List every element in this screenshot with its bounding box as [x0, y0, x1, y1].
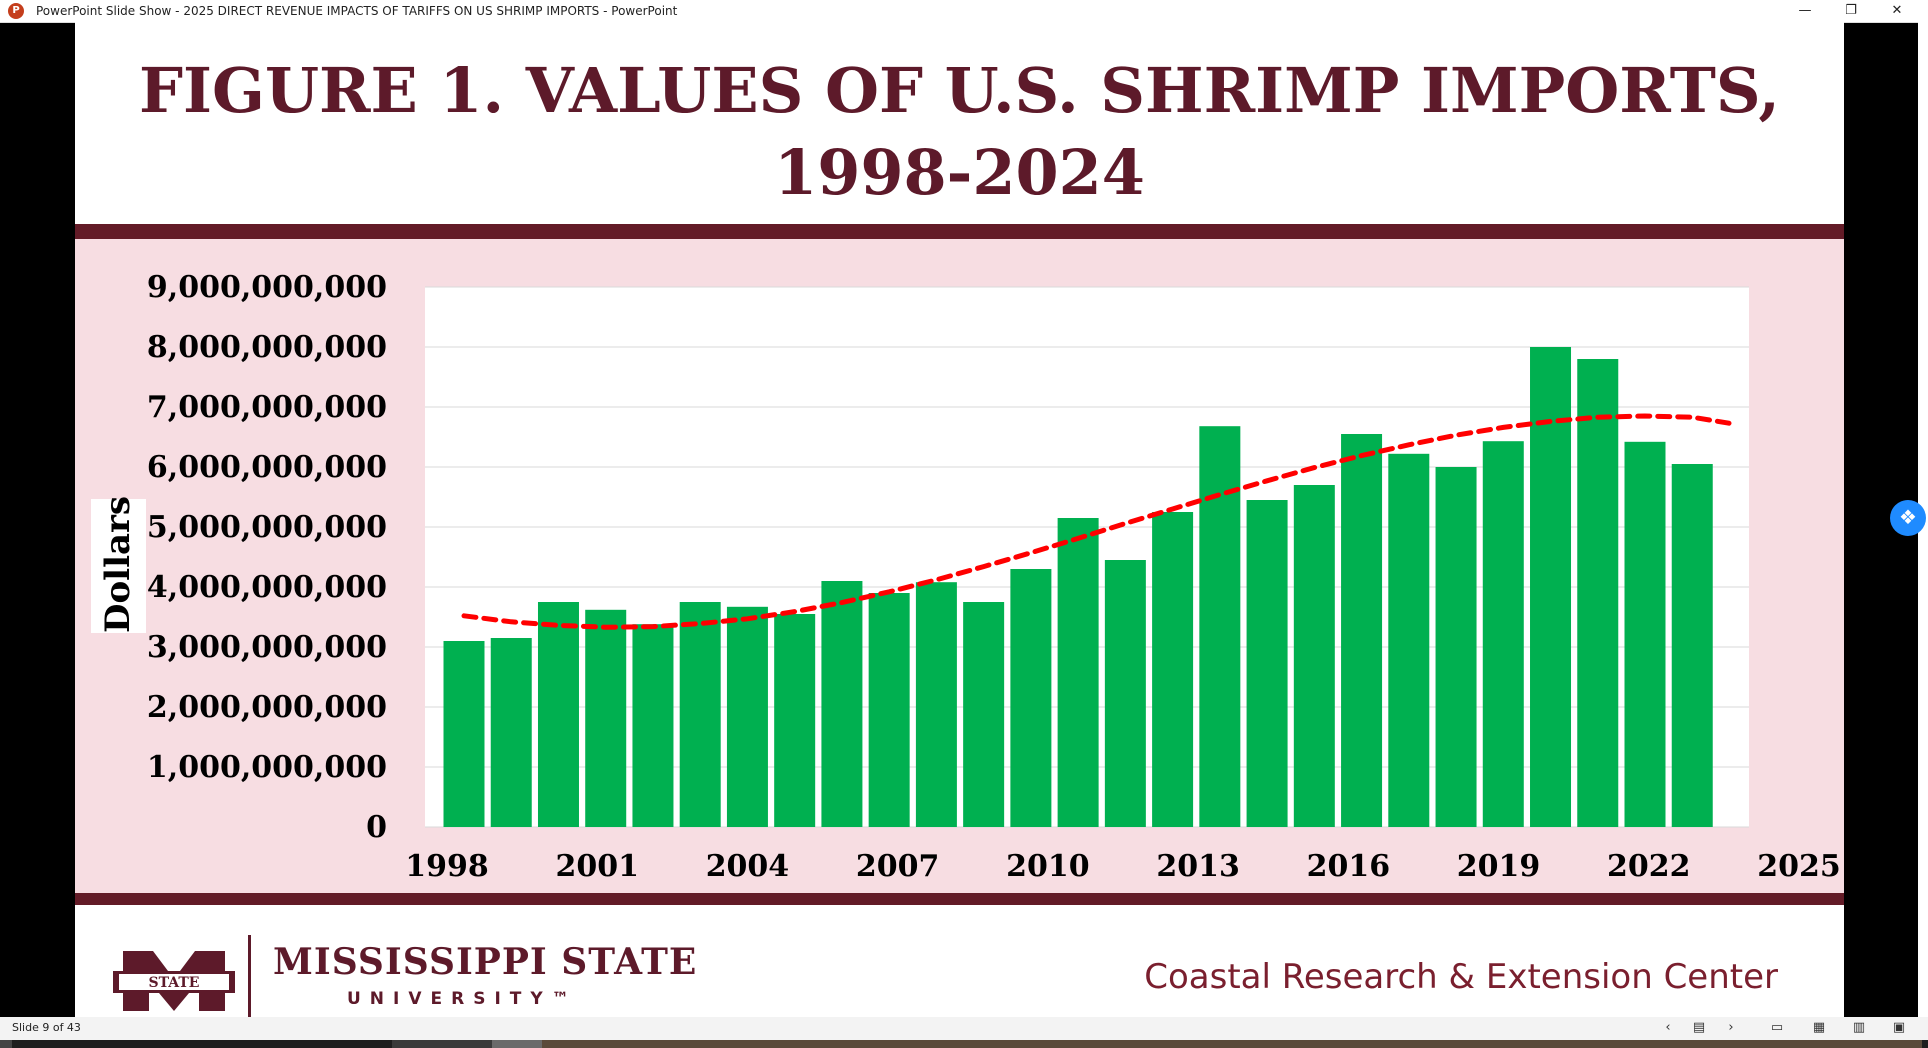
- bar-2014: [1199, 426, 1241, 827]
- bar-2017: [1341, 434, 1383, 827]
- bar-2013: [1152, 512, 1194, 827]
- bar-2000: [537, 602, 579, 827]
- x-tick-label: 2004: [706, 849, 790, 884]
- slide-title: FIGURE 1. VALUES OF U.S. SHRIMP IMPORTS,…: [75, 50, 1844, 214]
- y-tick-label: 9,000,000,000: [147, 270, 387, 305]
- university-subtitle: UNIVERSITY™: [347, 989, 578, 1009]
- close-button[interactable]: ✕: [1891, 3, 1903, 18]
- bar-2020: [1482, 441, 1524, 827]
- y-tick-label: 3,000,000,000: [147, 630, 387, 665]
- bottom-divider-band: [75, 893, 1844, 905]
- window-title: PowerPoint Slide Show - 2025 DIRECT REVE…: [36, 4, 678, 18]
- bar-2024: [1671, 464, 1713, 827]
- x-tick-label: 2001: [555, 849, 639, 884]
- bar-2006: [821, 581, 863, 827]
- y-tick-label: 2,000,000,000: [147, 690, 387, 725]
- bar-2005: [774, 614, 816, 827]
- bar-2019: [1435, 467, 1477, 827]
- normal-view-button[interactable]: ▭: [1770, 1020, 1784, 1035]
- msu-logo-icon: STATE: [113, 951, 235, 1011]
- bar-2008: [915, 582, 957, 827]
- y-axis-label: Dollars: [98, 495, 138, 633]
- x-tick-label: 2013: [1156, 849, 1240, 884]
- bar-2004: [726, 606, 768, 827]
- bar-2003: [679, 602, 721, 827]
- slide-title-line-2: 1998-2024: [774, 136, 1145, 209]
- x-tick-label: 2019: [1457, 849, 1541, 884]
- bar-2011: [1057, 518, 1099, 827]
- logo-divider: [248, 935, 251, 1017]
- trendline: [461, 413, 1732, 630]
- bar-2021: [1530, 347, 1572, 827]
- bar-2010: [1010, 569, 1052, 827]
- y-tick-label: 8,000,000,000: [147, 330, 387, 365]
- previous-slide-button[interactable]: ‹: [1665, 1020, 1671, 1035]
- restore-button[interactable]: ❐: [1845, 3, 1857, 18]
- bar-2001: [585, 609, 627, 827]
- minimize-button[interactable]: —: [1798, 3, 1812, 18]
- y-tick-label: 0: [366, 810, 387, 845]
- y-tick-label: 6,000,000,000: [147, 450, 387, 485]
- bar-1998: [443, 641, 485, 827]
- x-tick-label: 2025: [1757, 849, 1841, 884]
- logo-state-text: STATE: [149, 975, 200, 991]
- bar-2023: [1624, 441, 1666, 827]
- next-slide-button[interactable]: ›: [1728, 1020, 1734, 1035]
- y-axis-label-box: Dollars: [91, 495, 146, 633]
- bar-2007: [868, 593, 910, 827]
- notes-button[interactable]: ▤: [1692, 1020, 1706, 1035]
- bar-2002: [632, 624, 674, 827]
- bar-2009: [963, 602, 1005, 827]
- taskbar-strip: [0, 1040, 1928, 1048]
- window-title-bar: P PowerPoint Slide Show - 2025 DIRECT RE…: [0, 0, 1928, 23]
- y-tick-label: 4,000,000,000: [147, 570, 387, 605]
- bar-2016: [1293, 485, 1335, 827]
- university-name: MISSISSIPPI STATE: [273, 941, 698, 983]
- bar-2012: [1104, 560, 1146, 827]
- bar-2022: [1577, 359, 1619, 827]
- x-tick-label: 2007: [856, 849, 940, 884]
- bar-1999: [490, 638, 532, 827]
- slide-sorter-button[interactable]: ▦: [1812, 1020, 1826, 1035]
- slide-footer: STATE MISSISSIPPI STATE UNIVERSITY™ Coas…: [75, 905, 1844, 1017]
- slide: FIGURE 1. VALUES OF U.S. SHRIMP IMPORTS,…: [75, 22, 1844, 1017]
- x-tick-label: 1998: [405, 849, 489, 884]
- y-tick-label: 5,000,000,000: [147, 510, 387, 545]
- bar-chart: 0 1,000,000,000 2,000,000,000 3,000,000,000…: [147, 270, 1841, 884]
- dropbox-icon[interactable]: ❖: [1890, 500, 1926, 536]
- center-name: Coastal Research & Extension Center: [1144, 957, 1778, 997]
- top-divider-band: [75, 224, 1844, 239]
- slide-title-line-1: FIGURE 1. VALUES OF U.S. SHRIMP IMPORTS,: [138, 54, 1780, 127]
- y-tick-label: 1,000,000,000: [147, 750, 387, 785]
- bar-2018: [1388, 453, 1430, 827]
- chart-area: 0 1,000,000,000 2,000,000,000 3,000,000,000…: [75, 239, 1844, 893]
- x-tick-label: 2022: [1607, 849, 1691, 884]
- slide-counter: Slide 9 of 43: [12, 1021, 81, 1034]
- x-tick-label: 2010: [1006, 849, 1090, 884]
- powerpoint-app-icon: P: [8, 3, 24, 19]
- y-tick-label: 7,000,000,000: [147, 390, 387, 425]
- slideshow-view-button[interactable]: ▣: [1892, 1020, 1906, 1035]
- reading-view-button[interactable]: ▥: [1852, 1020, 1866, 1035]
- bar-2015: [1246, 500, 1288, 827]
- x-tick-label: 2016: [1307, 849, 1391, 884]
